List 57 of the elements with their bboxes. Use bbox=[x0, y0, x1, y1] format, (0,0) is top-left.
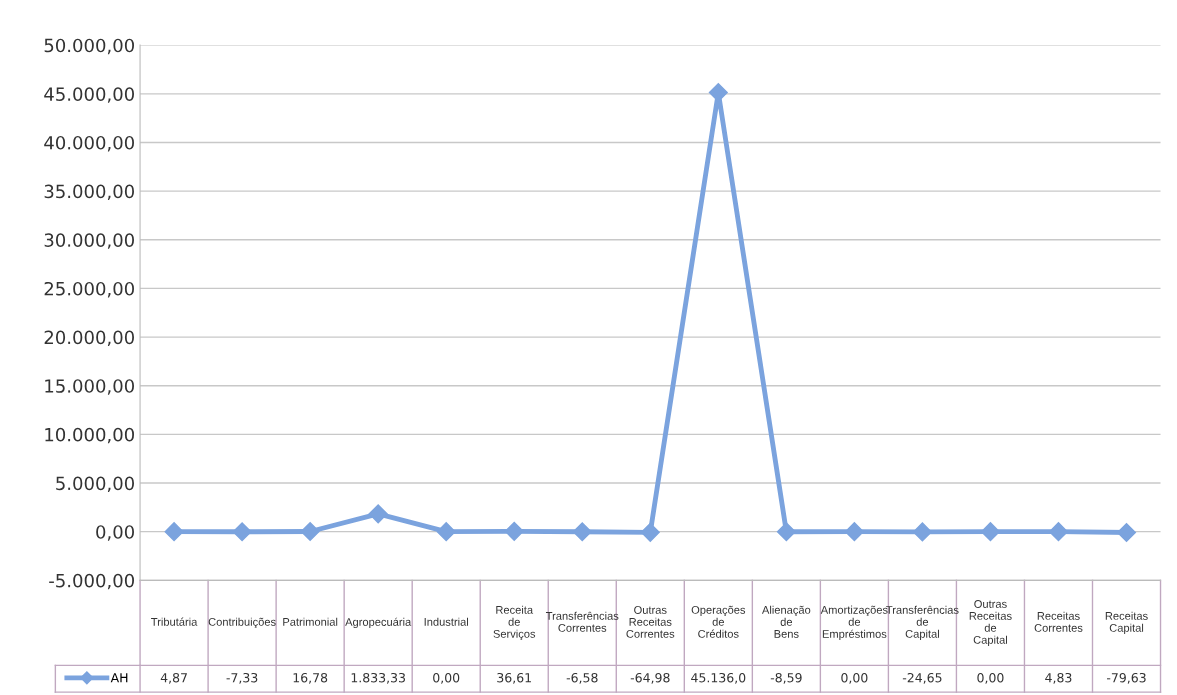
y-tick-label: 50.000,00 bbox=[44, 38, 134, 55]
y-tick-label: 45.000,00 bbox=[44, 87, 134, 103]
y-tick-label: 0,00 bbox=[96, 525, 134, 541]
point bbox=[572, 522, 592, 542]
x-tick-label: Outras Receitas Correntes bbox=[626, 606, 675, 638]
point bbox=[504, 521, 524, 541]
data-label: 0,00 bbox=[433, 672, 460, 684]
data-label: 0,00 bbox=[841, 672, 868, 684]
x-tick-label: Operações de Créditos bbox=[691, 605, 746, 638]
data-label: -8,59 bbox=[770, 672, 802, 684]
point bbox=[368, 504, 388, 524]
y-tick-label: 20.000,00 bbox=[44, 330, 134, 347]
point bbox=[640, 522, 660, 542]
y-tick-label: 40.000,00 bbox=[44, 135, 134, 152]
data-label: -64,98 bbox=[630, 672, 670, 684]
point bbox=[436, 522, 456, 542]
data-label: -79,63 bbox=[1106, 672, 1146, 684]
x-tick-label: Transferências de Capital bbox=[886, 605, 959, 641]
data-label: -24,65 bbox=[902, 672, 942, 684]
point bbox=[164, 522, 184, 542]
x-tick-label: Industrial bbox=[424, 617, 468, 626]
y-tick-label: 25.000,00 bbox=[44, 281, 134, 298]
point bbox=[232, 522, 252, 542]
x-tick-label: Receita de Serviços bbox=[493, 605, 536, 641]
point bbox=[300, 521, 320, 542]
x-tick-label: Tributária bbox=[151, 617, 198, 626]
x-tick-label: Alienação de Bens bbox=[761, 605, 811, 638]
y-tick-label: -5.000,00 bbox=[49, 573, 134, 590]
y-tick-label: 15.000,00 bbox=[45, 379, 134, 395]
data-label: -7,33 bbox=[226, 672, 258, 684]
point bbox=[1116, 522, 1137, 542]
x-tick-label: Receitas Capital bbox=[1105, 611, 1148, 635]
data-label: 36,61 bbox=[497, 672, 531, 684]
y-tick-label: 35.000,00 bbox=[44, 184, 134, 201]
point bbox=[912, 522, 932, 542]
legend-label: AH bbox=[110, 673, 128, 683]
data-label: 1.833,33 bbox=[351, 672, 405, 684]
x-tick-label: Outras Receitas de Capital bbox=[969, 600, 1012, 646]
x-tick-label: Contribuições bbox=[208, 617, 276, 629]
x-tick-label: Patrimonial bbox=[283, 617, 338, 626]
point bbox=[844, 522, 864, 542]
point bbox=[1048, 522, 1069, 542]
data-label: 16,78 bbox=[293, 672, 328, 684]
y-tick-label: 30.000,00 bbox=[44, 233, 134, 249]
data-label: 4,87 bbox=[160, 672, 187, 684]
x-tick-label: Agropecuária bbox=[345, 617, 412, 629]
point bbox=[776, 522, 796, 542]
x-tick-label: Amortizações de Empréstimos bbox=[820, 605, 888, 641]
data-label: 4,83 bbox=[1045, 672, 1072, 684]
y-tick-label: 5.000,00 bbox=[56, 476, 134, 492]
x-tick-label: Transferências Correntes bbox=[545, 611, 619, 632]
data-label: 45.136,0 bbox=[691, 672, 746, 684]
point bbox=[980, 522, 1000, 542]
data-label: 0,00 bbox=[977, 672, 1004, 684]
y-tick-label: 10.000,00 bbox=[45, 427, 134, 444]
data-label: -6,58 bbox=[566, 672, 598, 684]
x-tick-label: Receitas Correntes bbox=[1034, 611, 1083, 632]
